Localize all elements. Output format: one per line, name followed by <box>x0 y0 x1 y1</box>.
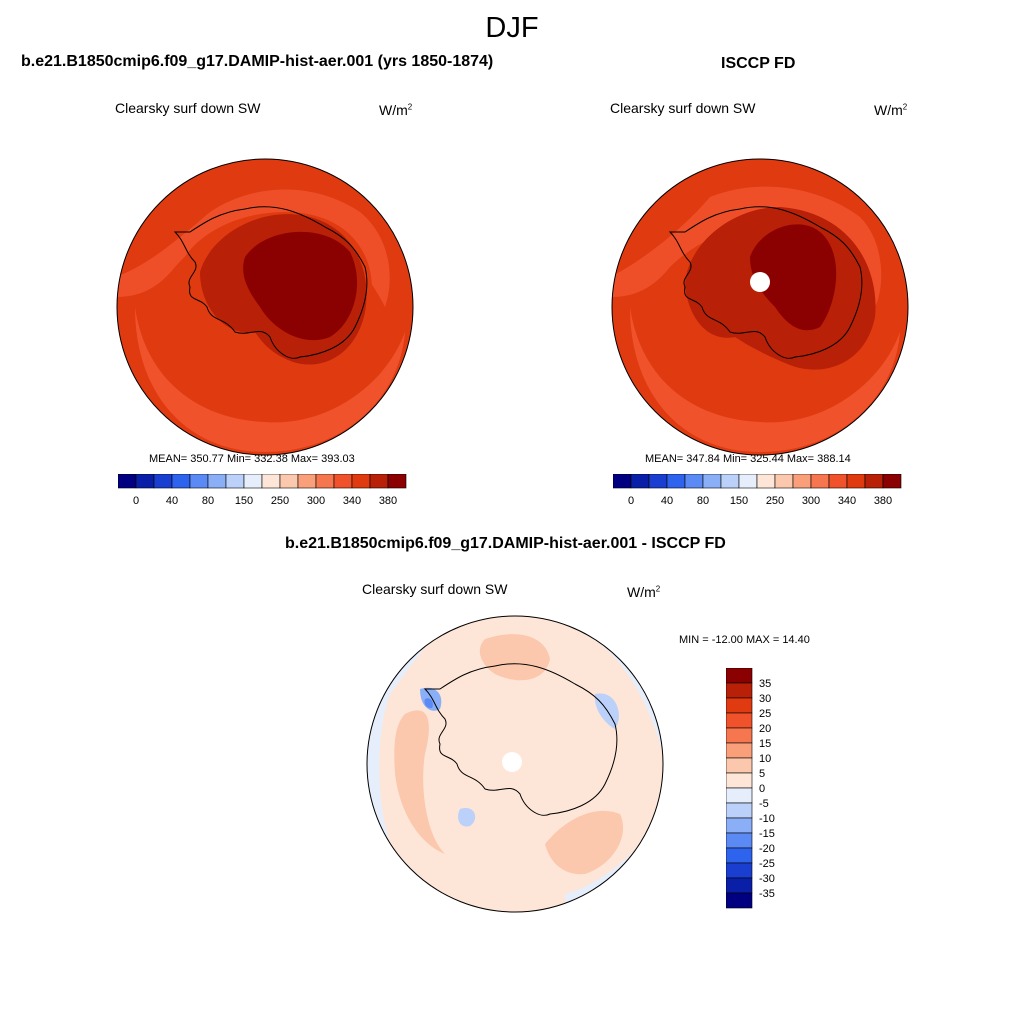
panel-2-colorbar-tick-label: 380 <box>874 495 892 507</box>
panel-3-colorbar-tick-label: -30 <box>759 873 775 885</box>
panel-3-colorbar-swatch <box>726 712 753 729</box>
panel-2-colorbar-swatch <box>720 474 740 489</box>
panel-2-colorbar-tick-label: 300 <box>802 495 820 507</box>
panel-1-colorbar-tick-label: 0 <box>133 495 139 507</box>
panel-3-colorbar-tick-label: 5 <box>759 768 765 780</box>
panel-2-colorbar-swatch <box>702 474 722 489</box>
panel-2-colorbar-swatch <box>613 474 632 489</box>
panel-1-colorbar-swatch <box>261 474 281 489</box>
panel-2-colorbar-swatch <box>630 474 650 489</box>
panel-3-colorbar-swatch <box>726 682 753 699</box>
panel-3-colorbar-swatch <box>726 862 753 879</box>
panel-1-colorbar-swatch <box>153 474 173 489</box>
panel-1-colorbar-tick-label: 250 <box>271 495 289 507</box>
panel-2-colorbar-swatch <box>828 474 848 489</box>
panel-1-colorbar-swatch <box>225 474 245 489</box>
panel-3-colorbar-swatch <box>726 847 753 864</box>
panel-2-colorbar-swatch <box>756 474 776 489</box>
panel-1-colorbar-swatch <box>243 474 263 489</box>
panel-2-colorbar-tick-label: 0 <box>628 495 634 507</box>
panel-2-colorbar-swatch <box>666 474 686 489</box>
panel-2-units: W/m2 <box>874 102 908 118</box>
panel-3-colorbar-tick-label: -25 <box>759 858 775 870</box>
antarctic-coastline <box>173 206 368 359</box>
panel-1-colorbar-swatch <box>315 474 335 489</box>
panel-1-colorbar-swatch <box>189 474 209 489</box>
panel-1-colorbar-swatch <box>279 474 299 489</box>
panel-1-colorbar-tick-label: 40 <box>166 495 178 507</box>
panel-3-stats: MIN = -12.00 MAX = 14.40 <box>679 634 810 646</box>
panel-2-title: ISCCP FD <box>721 55 796 72</box>
panel-3-colorbar-swatch <box>726 832 753 849</box>
panel-1-colorbar-swatch <box>387 474 407 489</box>
panel-2-colorbar-swatch <box>882 474 902 489</box>
panel-3-colorbar-tick-label: 10 <box>759 753 771 765</box>
panel-3-colorbar-swatch <box>726 802 753 819</box>
panel-1-polar-map <box>116 158 414 456</box>
panel-2-colorbar-swatch <box>738 474 758 489</box>
panel-2-colorbar-tick-label: 250 <box>766 495 784 507</box>
panel-3-colorbar-tick-label: 35 <box>759 678 771 690</box>
panel-3-colorbar-swatch <box>726 742 753 759</box>
panel-2-colorbar-swatch <box>846 474 866 489</box>
panel-2-colorbar-swatch <box>774 474 794 489</box>
panel-1-colorbar-swatch <box>207 474 227 489</box>
panel-3-colorbar-tick-label: 15 <box>759 738 771 750</box>
panel-1-colorbar: 0 40 80 150 250 300 340 380 <box>118 474 407 507</box>
panel-1-colorbar-swatch <box>171 474 191 489</box>
panel-3-colorbar: 35 30 25 20 15 10 5 0 -5 -10 -15 -20 -25 -30 -35 <box>726 668 775 909</box>
panel-2-colorbar-swatch <box>648 474 668 489</box>
panel-2-polar-map <box>611 158 909 456</box>
panel-2-stats: MEAN= 347.84 Min= 325.44 Max= 388.14 <box>645 453 851 465</box>
season-title: DJF <box>485 12 539 44</box>
panel-3-colorbar-tick-label: 25 <box>759 708 771 720</box>
panel-3-polar-map <box>366 615 664 913</box>
panel-1-colorbar-swatch <box>333 474 353 489</box>
panel-1-title: b.e21.B1850cmip6.f09_g17.DAMIP-hist-aer.… <box>21 53 494 70</box>
panel-3-colorbar-tick-label: -10 <box>759 813 775 825</box>
panel-2-colorbar-swatch <box>792 474 812 489</box>
panel-3-title: b.e21.B1850cmip6.f09_g17.DAMIP-hist-aer.… <box>285 535 726 552</box>
panel-1-colorbar-tick-label: 340 <box>343 495 361 507</box>
panel-2-colorbar-swatch <box>864 474 884 489</box>
panel-2-colorbar: 0 40 80 150 250 300 340 380 <box>613 474 902 507</box>
panel-3-variable: Clearsky surf down SW <box>362 581 508 597</box>
panel-1-colorbar-tick-label: 150 <box>235 495 253 507</box>
panel-2-colorbar-tick-label: 150 <box>730 495 748 507</box>
panel-1-colorbar-swatch <box>135 474 155 489</box>
panel-3-colorbar-swatch <box>726 877 753 894</box>
panel-2-colorbar-swatch <box>810 474 830 489</box>
panel-3-colorbar-tick-label: 30 <box>759 693 771 705</box>
panel-3-colorbar-swatch <box>726 668 753 684</box>
panel-3-colorbar-swatch <box>726 757 753 774</box>
panel-3-colorbar-swatch <box>726 697 753 714</box>
panel-1-colorbar-swatch <box>297 474 317 489</box>
panel-1-units: W/m2 <box>379 102 413 118</box>
panel-2-colorbar-tick-label: 80 <box>697 495 709 507</box>
panel-2-colorbar-tick-label: 340 <box>838 495 856 507</box>
panel-3-colorbar-tick-label: -5 <box>759 798 769 810</box>
panel-1-colorbar-swatch <box>118 474 137 489</box>
panel-1-colorbar-swatch <box>351 474 371 489</box>
panel-3-colorbar-swatch <box>726 727 753 744</box>
panel-2-colorbar-tick-label: 40 <box>661 495 673 507</box>
panel-1-colorbar-swatch <box>369 474 389 489</box>
panel-3-units: W/m2 <box>627 584 661 600</box>
panel-3-colorbar-swatch <box>726 772 753 789</box>
panel-1-colorbar-tick-label: 80 <box>202 495 214 507</box>
panel-1-colorbar-tick-label: 380 <box>379 495 397 507</box>
panel-3-colorbar-tick-label: -20 <box>759 843 775 855</box>
panel-1-colorbar-tick-label: 300 <box>307 495 325 507</box>
panel-3-colorbar-tick-label: 0 <box>759 783 765 795</box>
panel-1-stats: MEAN= 350.77 Min= 332.38 Max= 393.03 <box>149 453 355 465</box>
panel-3-colorbar-swatch <box>726 817 753 834</box>
panel-1-variable: Clearsky surf down SW <box>115 100 261 116</box>
panel-3-colorbar-swatch <box>726 892 753 909</box>
panel-2-colorbar-swatch <box>684 474 704 489</box>
panel-2-variable: Clearsky surf down SW <box>610 100 756 116</box>
panel-3-colorbar-tick-label: -35 <box>759 888 775 900</box>
panel-3-colorbar-tick-label: 20 <box>759 723 771 735</box>
panel-3-colorbar-swatch <box>726 787 753 804</box>
panel-3-colorbar-tick-label: -15 <box>759 828 775 840</box>
